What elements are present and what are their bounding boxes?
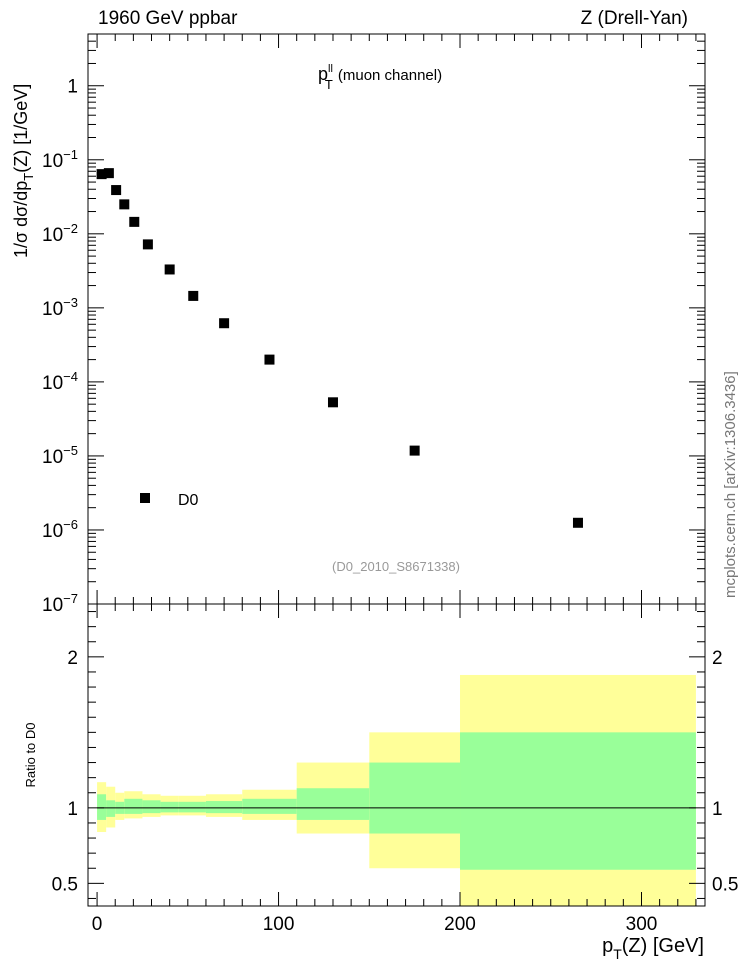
- data-point: [119, 199, 130, 210]
- data-markers: [96, 168, 583, 528]
- x-tick-label: 0: [92, 914, 103, 935]
- x-tick-label: 100: [263, 914, 295, 935]
- stat-uncertainty-band: [124, 798, 143, 814]
- x-tick-label: 300: [626, 914, 658, 935]
- energy-label: 1960 GeV ppbar: [98, 8, 238, 29]
- y-tick-label: 10−7: [42, 591, 78, 616]
- y-tick-label: 10−3: [42, 295, 78, 320]
- data-point: [409, 445, 420, 456]
- process-label: Z (Drell-Yan): [580, 8, 688, 29]
- ratio-y-tick-label-right: 1: [712, 799, 723, 820]
- stat-uncertainty-band: [160, 801, 179, 813]
- data-point: [572, 517, 583, 528]
- stat-uncertainty-band: [97, 794, 107, 820]
- data-point: [188, 290, 199, 301]
- ratio-y-tick-label-right: 2: [712, 648, 723, 669]
- y-tick-label: 10−4: [42, 369, 78, 394]
- stat-uncertainty-band: [178, 801, 206, 813]
- plot-title: pll T(muon channel): [318, 63, 442, 92]
- y-tick-label: 1: [67, 77, 78, 98]
- ratio-y-tick-label-left: 2: [67, 648, 78, 669]
- x-axis-label: pT(Z) [GeV]: [602, 935, 704, 962]
- stat-uncertainty-band: [460, 732, 696, 870]
- stat-uncertainty-band: [242, 798, 297, 814]
- ratio-y-tick-label-left: 0.5: [52, 874, 78, 895]
- data-point: [103, 168, 114, 179]
- x-tick-label: 200: [444, 914, 476, 935]
- stat-uncertainty-band: [142, 800, 161, 814]
- stat-uncertainty-band: [369, 762, 461, 834]
- stat-uncertainty-band: [106, 800, 116, 817]
- data-point: [129, 216, 140, 227]
- data-point: [96, 169, 107, 180]
- tick-labels: 10−7 10−6 10−5 10−4 10−3 10−2 10−1 1 0 100 200 300 0…: [42, 77, 738, 935]
- data-point: [219, 318, 230, 329]
- stat-uncertainty-band: [296, 788, 370, 820]
- ratio-y-tick-label-left: 1: [67, 799, 78, 820]
- ratio-y-tick-label-right: 0.5: [712, 874, 738, 895]
- analysis-reference: (D0_2010_S8671338): [332, 559, 460, 574]
- ratio-plot-frame: [87, 603, 706, 907]
- y-tick-label: 10−6: [42, 517, 78, 542]
- data-point: [327, 397, 338, 408]
- mcplots-source-label: mcplots.cern.ch [arXiv:1306.3436]: [722, 371, 739, 598]
- axis-ticks: [88, 33, 705, 906]
- y-tick-label: 10−1: [42, 147, 78, 172]
- main-y-axis-label: 1/σ dσ/dpT(Z) [1/GeV]: [11, 84, 36, 258]
- stat-uncertainty-band: [205, 801, 243, 814]
- legend-marker: [140, 493, 150, 503]
- y-tick-label: 10−5: [42, 443, 78, 468]
- main-plot-frame: [87, 33, 706, 605]
- legend-label: D0: [178, 492, 199, 509]
- ratio-y-axis-label: Ratio to D0: [23, 722, 38, 787]
- data-point: [111, 185, 122, 196]
- ratio-bands: [97, 674, 696, 906]
- data-point: [264, 354, 275, 365]
- y-tick-label: 10−2: [42, 221, 78, 246]
- data-point: [164, 264, 175, 275]
- data-point: [142, 239, 153, 250]
